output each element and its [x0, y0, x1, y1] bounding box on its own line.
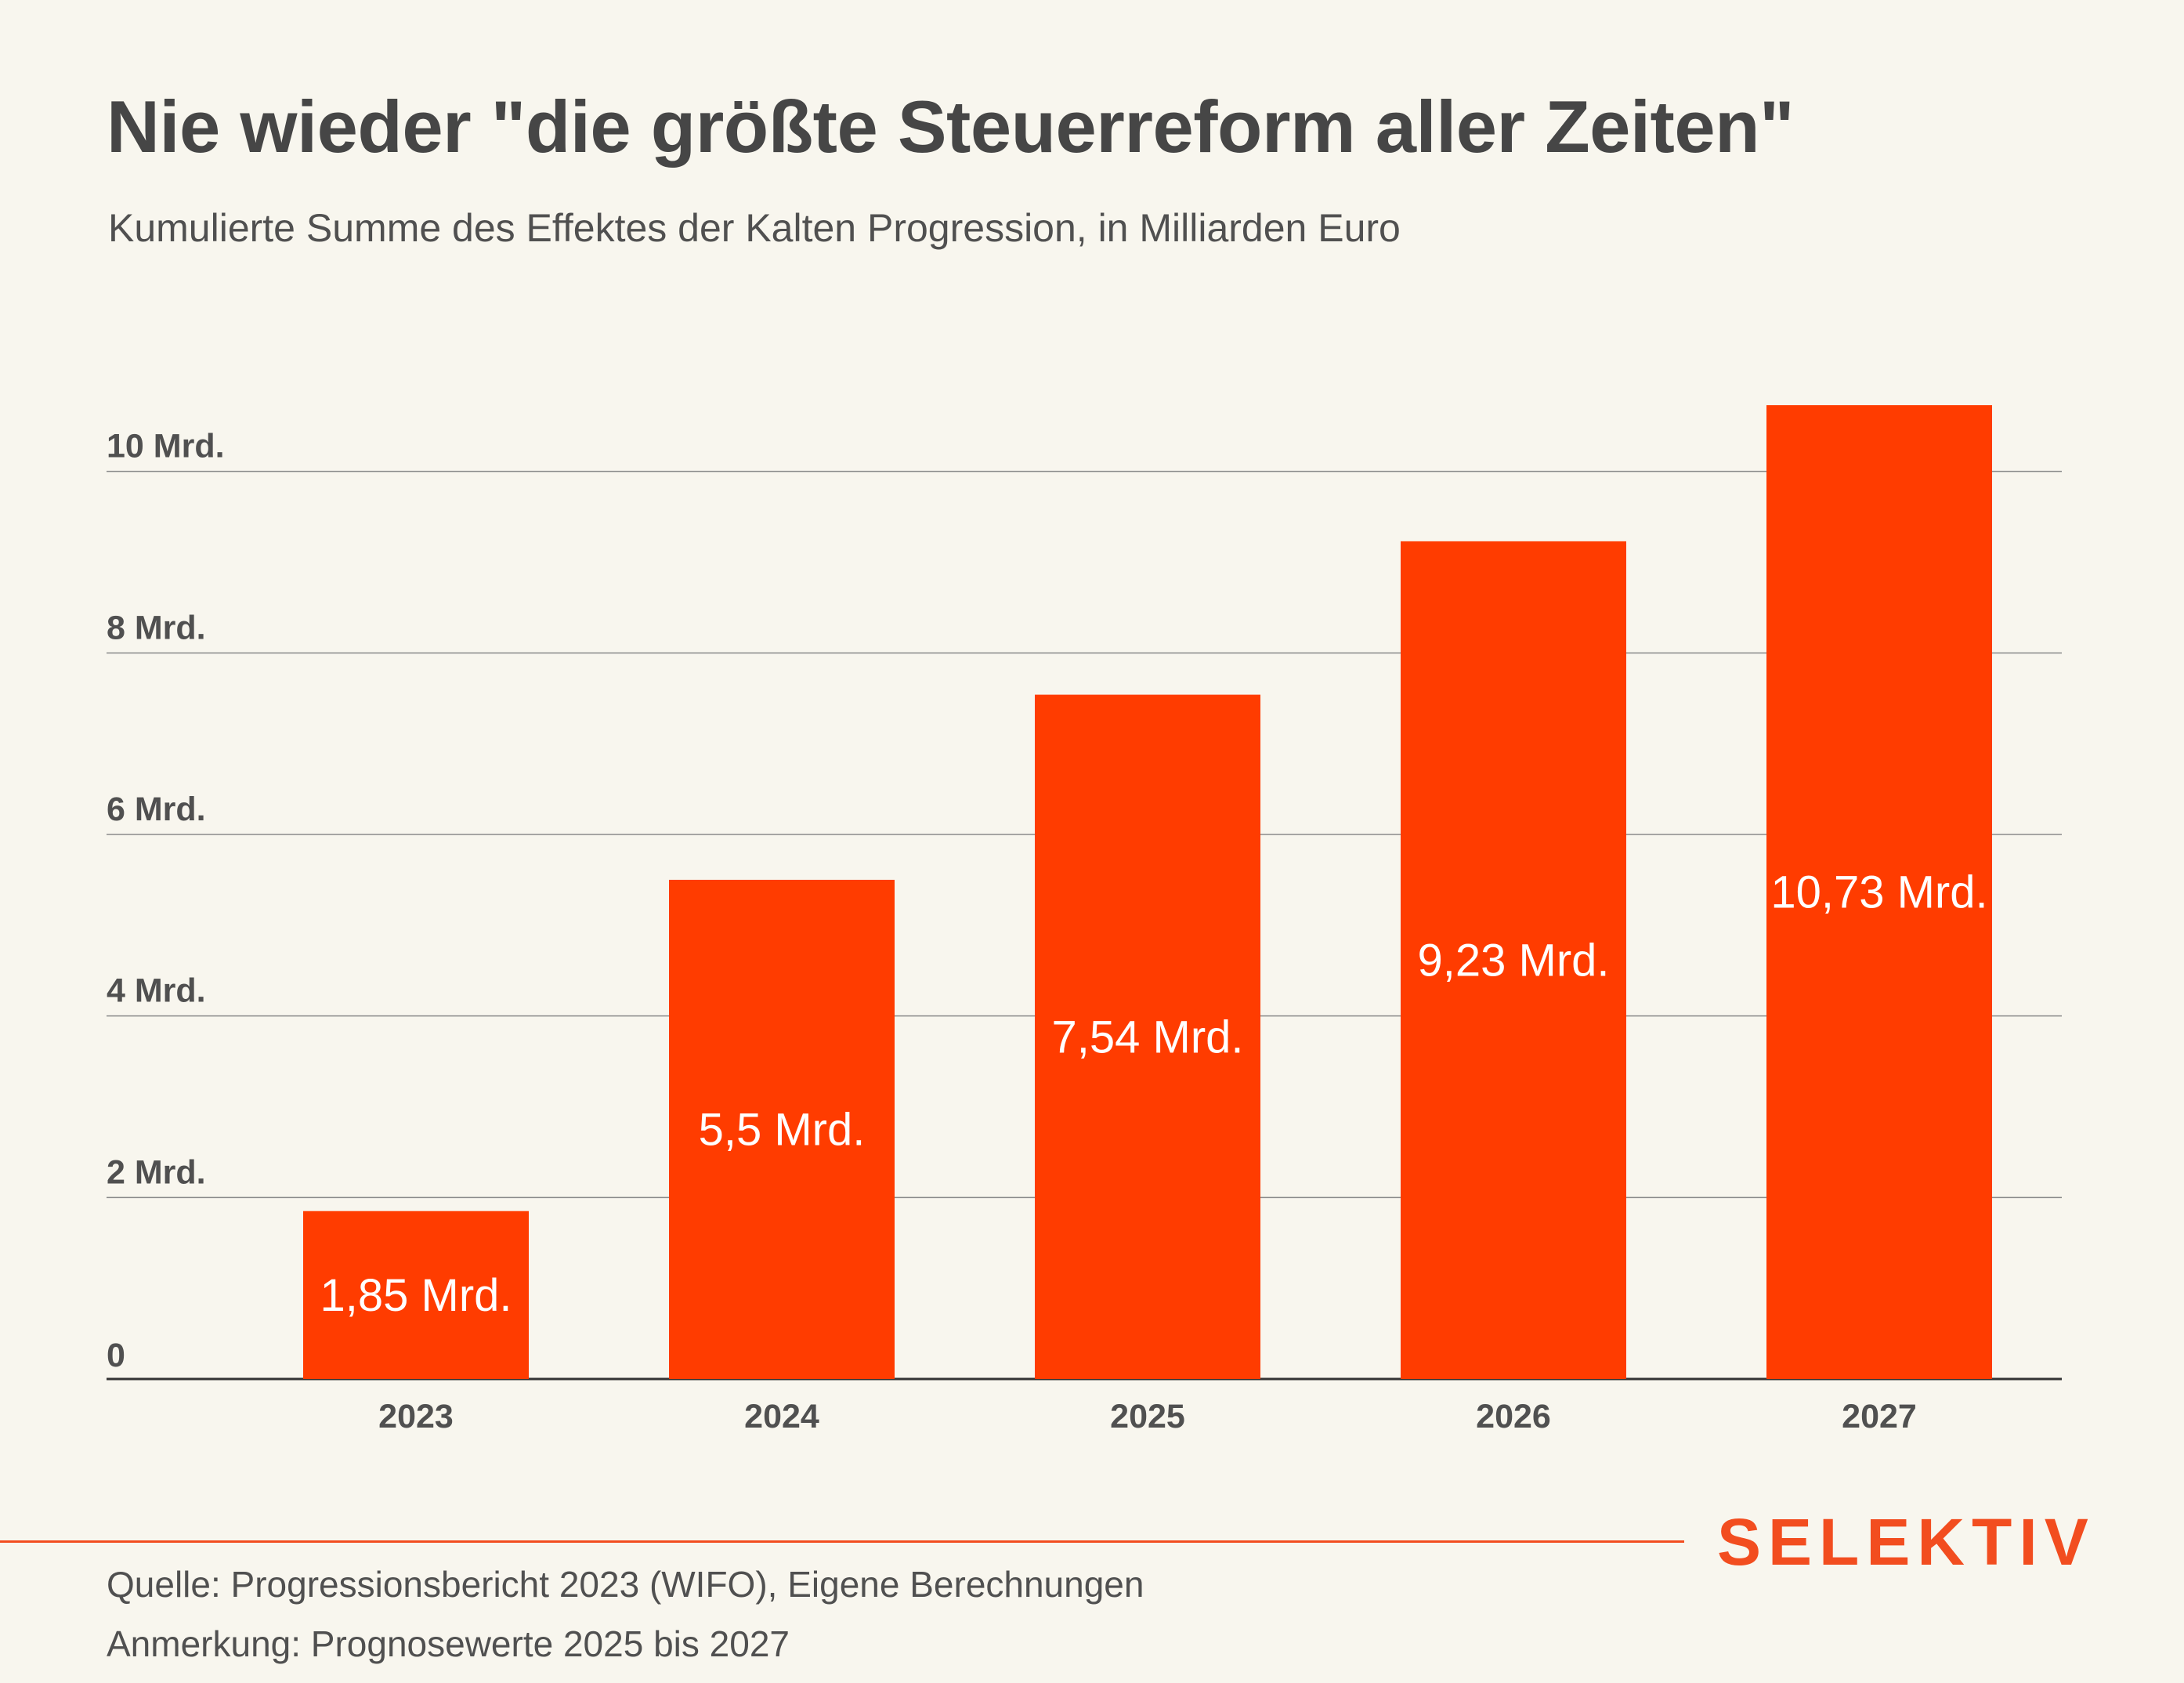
y-axis-tick-labels: 0 2 Mrd. 4 Mrd. 6 Mrd. 8 Mrd. 10 Mrd. [107, 428, 225, 1374]
data-label-2024: 5,5 Mrd. [699, 1104, 866, 1155]
x-axis-tick-labels: 2023 2024 2025 2026 2027 [378, 1398, 1917, 1435]
y-tick-label: 8 Mrd. [107, 609, 206, 646]
bar-2025 [1035, 694, 1260, 1379]
y-tick-label: 2 Mrd. [107, 1153, 206, 1191]
data-label-2026: 9,23 Mrd. [1418, 935, 1610, 986]
footer-divider [0, 1540, 1684, 1543]
x-tick-label-2024: 2024 [744, 1398, 819, 1435]
bar-2027 [1766, 405, 1992, 1379]
y-tick-label: 4 Mrd. [107, 972, 206, 1010]
source-note: Quelle: Progressionsbericht 2023 (WIFO),… [107, 1564, 1144, 1605]
data-label-2027: 10,73 Mrd. [1770, 867, 1987, 918]
data-label-2025: 7,54 Mrd. [1052, 1012, 1244, 1062]
annotation-note: Anmerkung: Prognosewerte 2025 bis 2027 [107, 1623, 790, 1664]
x-tick-label-2027: 2027 [1842, 1398, 1917, 1435]
x-tick-label-2026: 2026 [1476, 1398, 1551, 1435]
chart-title: Nie wieder "die größte Steuerreform alle… [107, 85, 1795, 168]
data-labels: 1,85 Mrd. 5,5 Mrd. 7,54 Mrd. 9,23 Mrd. 10,73… [320, 867, 1988, 1321]
y-tick-label: 6 Mrd. [107, 791, 206, 828]
x-tick-label-2023: 2023 [378, 1398, 454, 1435]
bar-2024 [669, 879, 895, 1379]
chart-subtitle: Kumulierte Summe des Effektes der Kalten… [108, 206, 1401, 250]
y-tick-label: 10 Mrd. [107, 428, 225, 465]
brand-logo: SELEKTIV [1717, 1505, 2095, 1579]
x-tick-label-2025: 2025 [1110, 1398, 1185, 1435]
bars [303, 405, 1992, 1379]
y-tick-label: 0 [107, 1337, 125, 1374]
bar-2026 [1401, 541, 1626, 1379]
bar-chart: 0 2 Mrd. 4 Mrd. 6 Mrd. 8 Mrd. 10 Mrd. 1,85 Mr… [107, 405, 2062, 1435]
data-label-2023: 1,85 Mrd. [320, 1270, 512, 1321]
bar-2023 [303, 1211, 529, 1379]
